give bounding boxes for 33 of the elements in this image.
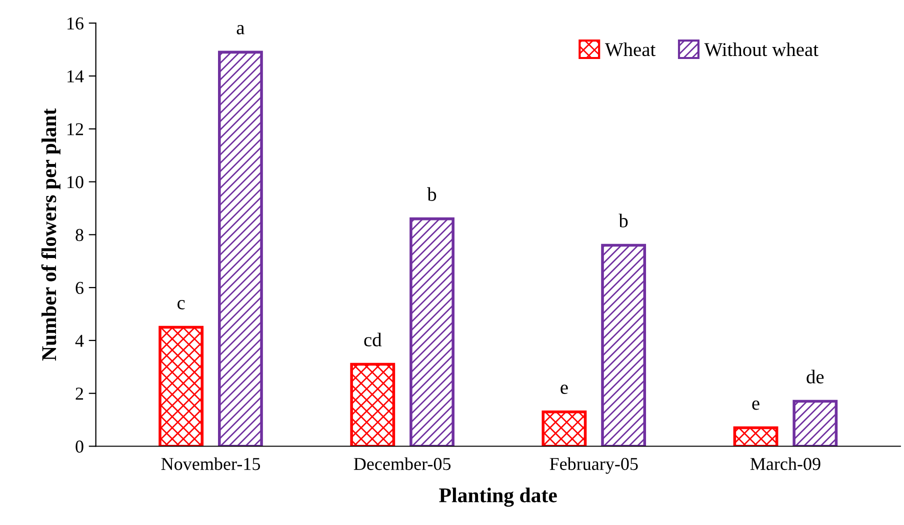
y-tick-label: 0 [76,440,84,453]
annotation: b [618,214,628,228]
x-tick-label: December-05 [354,457,451,470]
legend-label: Without wheat [704,42,818,56]
bar [542,410,587,446]
bar [158,326,204,446]
x-tick-label: November-15 [161,457,260,470]
x-tick-label: March-09 [750,457,820,470]
bar [601,244,646,446]
y-axis-title: Number of flowers per plant [41,108,60,361]
bar [350,362,396,446]
y-tick-label: 10 [68,176,84,188]
bar [410,217,454,446]
y-tick-label: 8 [76,228,84,242]
bar [733,426,778,446]
y-tick-label: 12 [68,123,84,136]
y-tick-label: 14 [68,70,84,82]
x-axis-title: Planting date [439,488,557,507]
bar [792,400,838,446]
y-tick-label: 16 [68,17,84,30]
annotation: de [806,370,824,384]
bar [218,50,263,446]
y-tick-label: 4 [75,334,84,347]
annotation: b [427,187,436,201]
y-tick-label: 6 [76,282,84,294]
annotation: cd [364,332,382,346]
legend-label: Wheat [604,42,656,56]
annotation: c [177,300,185,310]
annotation: e [752,400,760,410]
annotation: a [236,25,244,34]
x-tick-label: February-05 [550,457,638,474]
annotation: e [560,384,568,394]
y-tick-label: 2 [76,388,84,400]
